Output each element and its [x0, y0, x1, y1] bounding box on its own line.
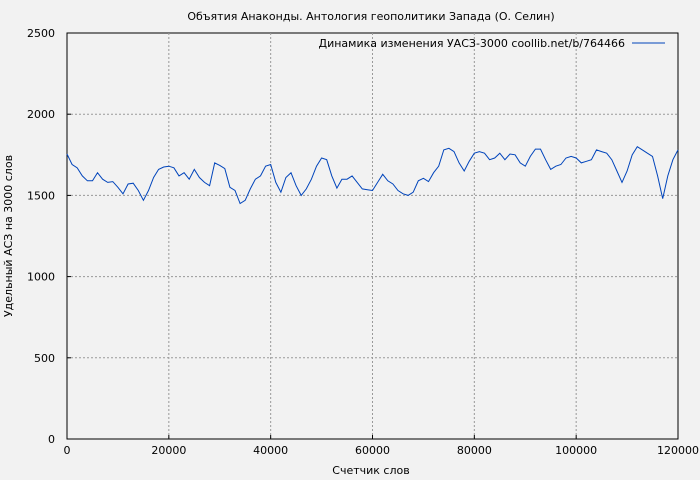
- x-tick-label: 20000: [151, 444, 186, 457]
- series-line: [66, 146, 679, 205]
- grid: [67, 33, 678, 439]
- y-tick-label: 2000: [27, 108, 55, 121]
- y-tick-label: 1500: [27, 189, 55, 202]
- chart-title: Объятия Анаконды. Антология геополитики …: [187, 10, 554, 23]
- x-tick-label: 0: [64, 444, 71, 457]
- legend: Динамика изменения УАСЗ-3000 coollib.net…: [319, 37, 665, 50]
- y-axis-ticks: 0 500 1000 1500 2000 2500: [27, 27, 71, 446]
- x-axis-label: Счетчик слов: [332, 464, 409, 477]
- plot-area: [66, 32, 679, 440]
- x-tick-label: 100000: [555, 444, 597, 457]
- y-tick-label: 0: [48, 433, 55, 446]
- x-tick-label: 120000: [657, 444, 699, 457]
- y-tick-label: 1000: [27, 271, 55, 284]
- x-tick-label: 40000: [253, 444, 288, 457]
- x-axis-ticks: 0 20000 40000 60000 80000 100000 120000: [64, 435, 699, 457]
- x-tick-label: 80000: [457, 444, 492, 457]
- x-tick-label: 60000: [355, 444, 390, 457]
- y-tick-label: 2500: [27, 27, 55, 40]
- y-tick-label: 500: [34, 352, 55, 365]
- y-axis-label: Удельный АСЗ на 3000 слов: [2, 155, 15, 317]
- legend-label: Динамика изменения УАСЗ-3000 coollib.net…: [319, 37, 626, 50]
